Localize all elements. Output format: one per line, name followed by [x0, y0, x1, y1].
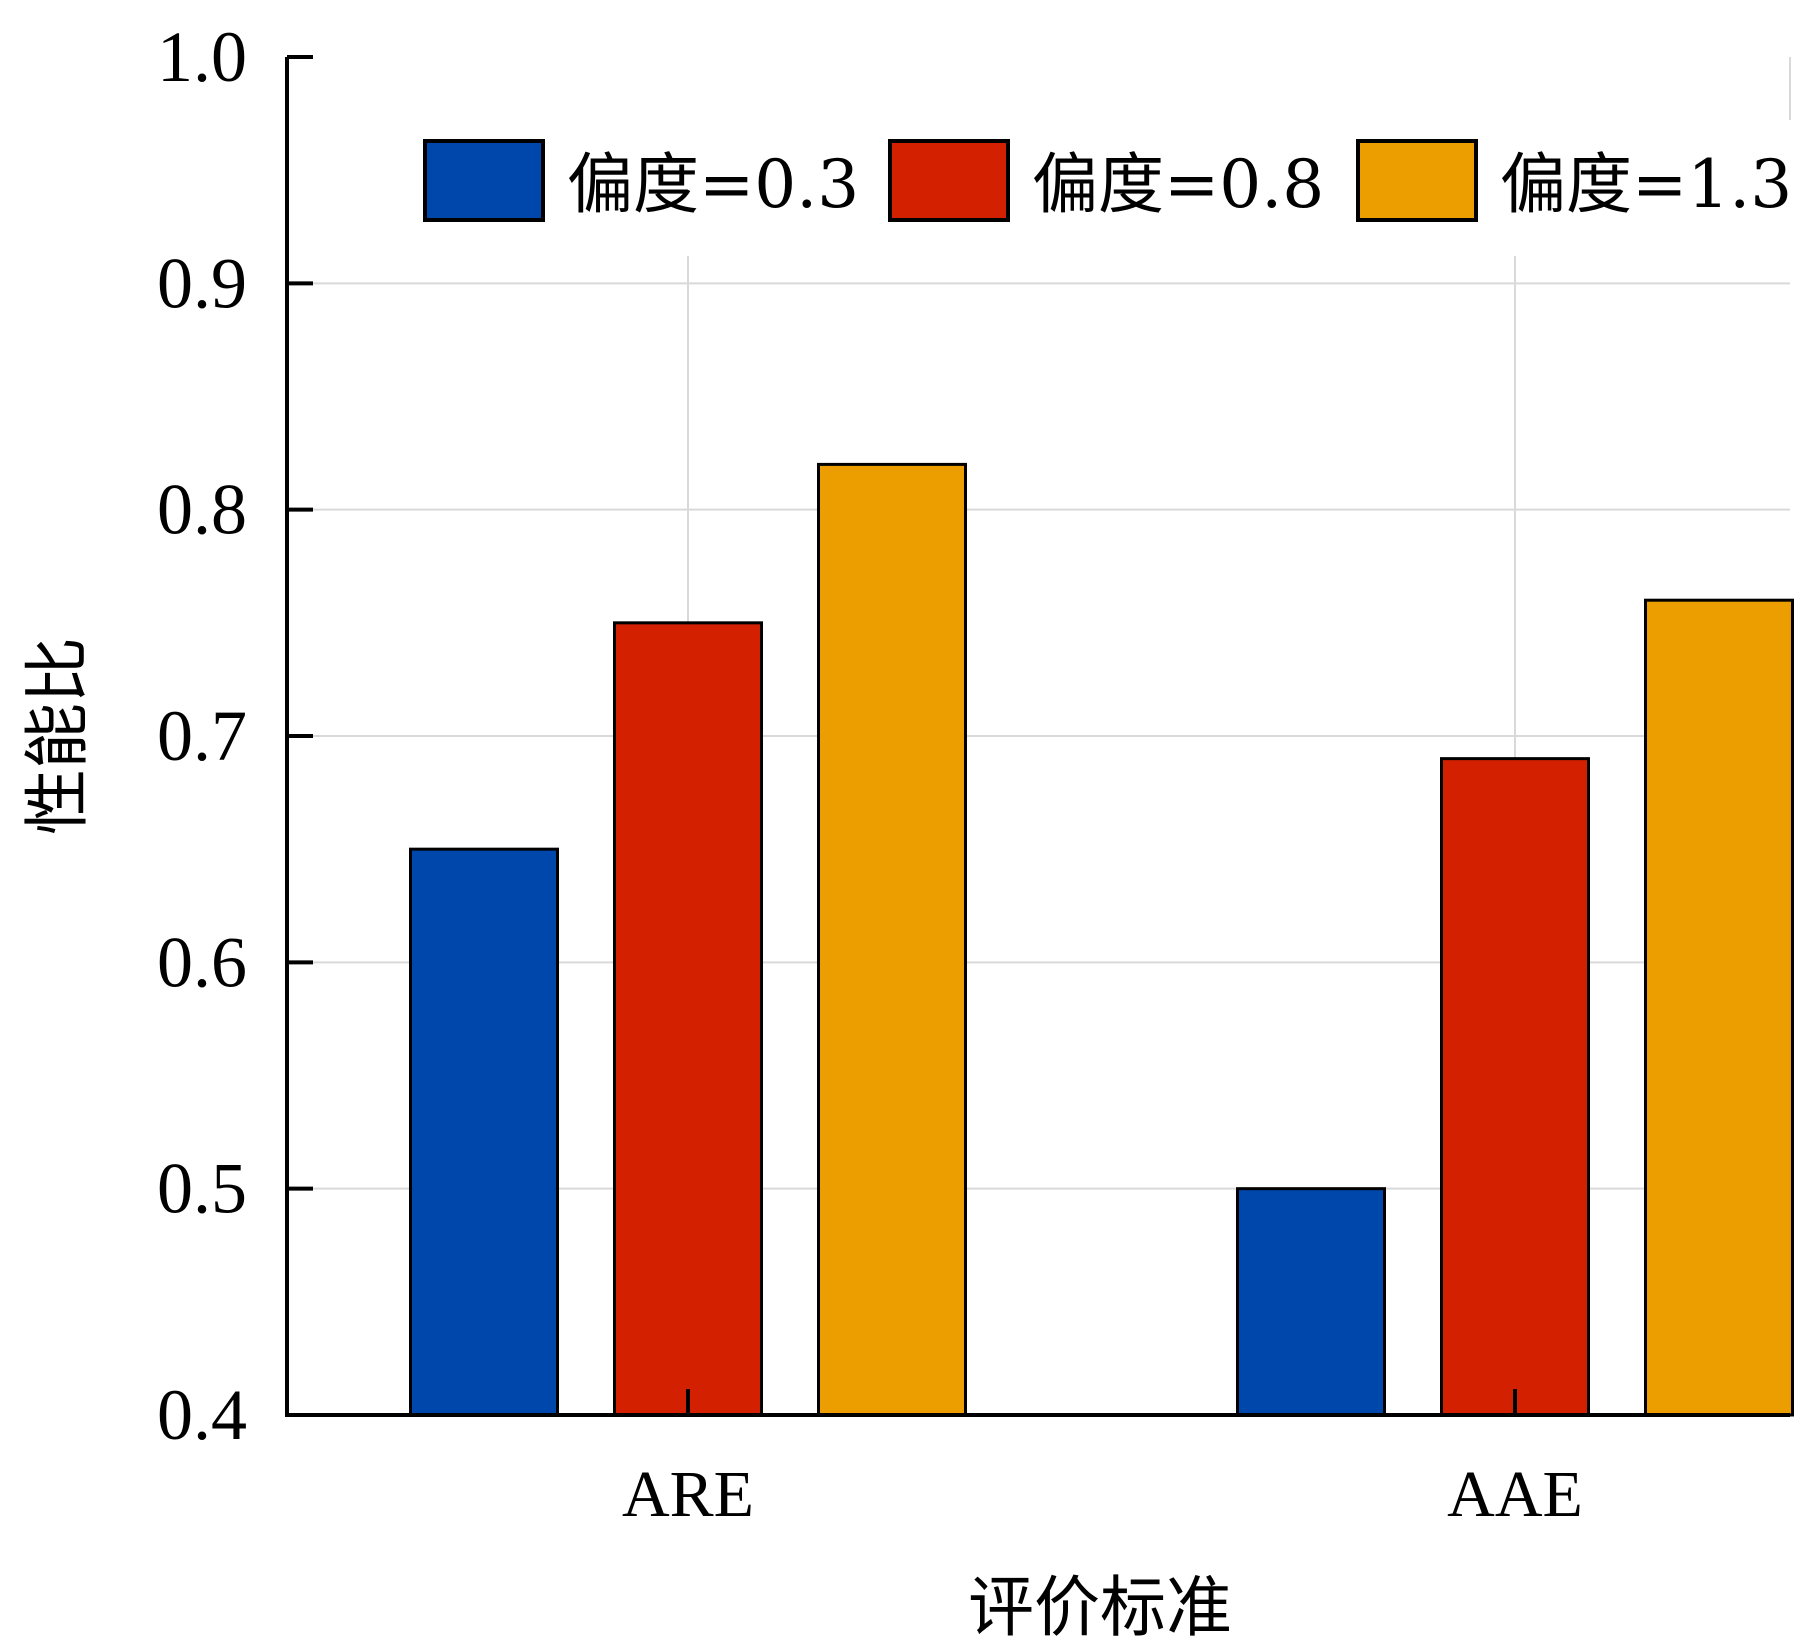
- legend-swatch: [423, 139, 545, 222]
- x-tick-label: ARE: [622, 1458, 754, 1531]
- y-ticks: 0.4 0.5 0.6 0.7 0.8 0.9 1.0: [157, 17, 313, 1455]
- y-axis-title: 性能比: [19, 637, 96, 835]
- bar-are-series-1: [409, 847, 559, 1417]
- bar-are-series-3: [817, 462, 967, 1417]
- x-axis-title: 评价标准: [968, 1569, 1232, 1639]
- bar-aae-series-2: [1440, 757, 1590, 1417]
- bar-aae-series-1: [1236, 1187, 1386, 1417]
- bars: [409, 462, 1794, 1417]
- bar-aae-series-3: [1644, 598, 1794, 1417]
- y-tick-label: 0.9: [157, 243, 247, 323]
- x-ticks: ARE AAE: [622, 1389, 1583, 1531]
- y-tick-label: 0.4: [157, 1375, 247, 1455]
- legend-swatch: [1356, 139, 1478, 222]
- y-tick-label: 0.5: [157, 1149, 247, 1229]
- y-tick-label: 0.7: [157, 696, 247, 776]
- legend-item-3: 偏度=1.3: [1356, 139, 1792, 223]
- legend-item-2: 偏度=0.8: [888, 139, 1324, 223]
- legend-label: 偏度=0.8: [1032, 146, 1324, 223]
- legend-label: 偏度=1.3: [1500, 146, 1792, 223]
- y-tick-label: 0.8: [157, 470, 247, 550]
- x-tick-label: AAE: [1447, 1458, 1583, 1531]
- bar-are-series-2: [613, 621, 763, 1417]
- y-tick-label: 0.6: [157, 922, 247, 1002]
- y-tick-label: 1.0: [157, 17, 247, 97]
- legend-label: 偏度=0.3: [567, 146, 859, 223]
- legend-swatch: [888, 139, 1010, 222]
- legend-item-1: 偏度=0.3: [423, 139, 859, 223]
- legend: 偏度=0.3 偏度=0.8 偏度=1.3: [423, 139, 1792, 223]
